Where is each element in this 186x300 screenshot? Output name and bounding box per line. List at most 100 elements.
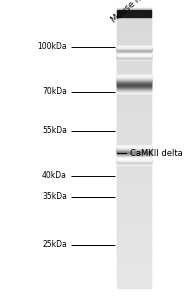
Bar [117, 260, 151, 262]
Bar [117, 88, 151, 90]
Bar [117, 206, 151, 207]
Bar [117, 13, 151, 15]
Bar [117, 286, 151, 288]
Bar [117, 155, 151, 157]
Bar [117, 54, 151, 55]
Bar [117, 27, 151, 28]
Bar [117, 189, 151, 190]
Bar [117, 87, 151, 88]
Bar [117, 268, 151, 269]
Bar [117, 141, 151, 143]
Bar [117, 149, 151, 150]
Bar [117, 149, 151, 150]
Bar [117, 58, 151, 59]
Bar [117, 77, 151, 78]
Bar [117, 47, 151, 49]
Bar [117, 74, 151, 76]
Bar [117, 120, 151, 122]
Bar [117, 159, 151, 160]
Bar [117, 146, 151, 148]
Bar [117, 219, 151, 220]
Bar [117, 224, 151, 226]
Bar [117, 163, 151, 164]
Bar [117, 81, 151, 82]
Bar [117, 152, 151, 154]
Bar [117, 48, 151, 49]
Bar [117, 83, 151, 84]
Bar [117, 51, 151, 52]
Bar [117, 87, 151, 89]
Bar [117, 135, 151, 136]
Bar [117, 88, 151, 89]
Bar [117, 179, 151, 181]
Bar [117, 31, 151, 32]
Bar [117, 242, 151, 243]
Bar [117, 91, 151, 92]
Bar [117, 140, 151, 141]
Bar [117, 220, 151, 222]
Bar [117, 170, 151, 172]
Bar [117, 159, 151, 160]
Bar [117, 281, 151, 282]
Bar [117, 221, 151, 223]
Bar [117, 46, 151, 47]
Bar [117, 150, 151, 151]
Bar [117, 163, 151, 164]
Bar [117, 162, 151, 163]
Bar [117, 279, 151, 280]
Bar [117, 90, 151, 92]
Bar [117, 267, 151, 268]
Bar [117, 207, 151, 209]
Bar [117, 161, 151, 162]
Bar [117, 161, 151, 162]
Bar [117, 161, 151, 162]
Bar [117, 67, 151, 68]
Bar [117, 231, 151, 232]
Bar [117, 206, 151, 208]
Bar [117, 51, 151, 52]
Bar [117, 113, 151, 115]
Bar [117, 35, 151, 37]
Bar [117, 58, 151, 59]
Bar [117, 46, 151, 48]
Bar [117, 128, 151, 129]
Bar [117, 210, 151, 212]
Bar [117, 156, 151, 157]
Bar [117, 51, 151, 52]
Bar [117, 176, 151, 177]
Bar [117, 92, 151, 93]
Bar [117, 124, 151, 125]
Bar [117, 42, 151, 44]
Bar [117, 78, 151, 79]
Bar [117, 248, 151, 249]
Bar [117, 160, 151, 161]
Bar [117, 165, 151, 166]
Bar [117, 53, 151, 55]
Bar [117, 49, 151, 50]
Bar [117, 254, 151, 256]
Bar [117, 103, 151, 105]
Bar [117, 191, 151, 192]
Bar [117, 270, 151, 271]
Bar [117, 48, 151, 49]
Bar [117, 161, 151, 162]
Bar [117, 238, 151, 240]
Bar [117, 158, 151, 159]
Bar [117, 21, 151, 23]
Bar [117, 57, 151, 58]
Bar [117, 36, 151, 38]
Bar [117, 47, 151, 48]
Bar [117, 38, 151, 40]
Bar [117, 118, 151, 120]
Bar [117, 81, 151, 82]
Bar [117, 89, 151, 90]
Bar [117, 52, 151, 54]
Bar [117, 46, 151, 47]
Bar [117, 161, 151, 162]
Bar [117, 159, 151, 160]
Bar [117, 82, 151, 83]
Bar [117, 54, 151, 56]
Bar [117, 150, 151, 151]
Bar [117, 229, 151, 230]
Text: Mouse heart: Mouse heart [109, 0, 156, 25]
